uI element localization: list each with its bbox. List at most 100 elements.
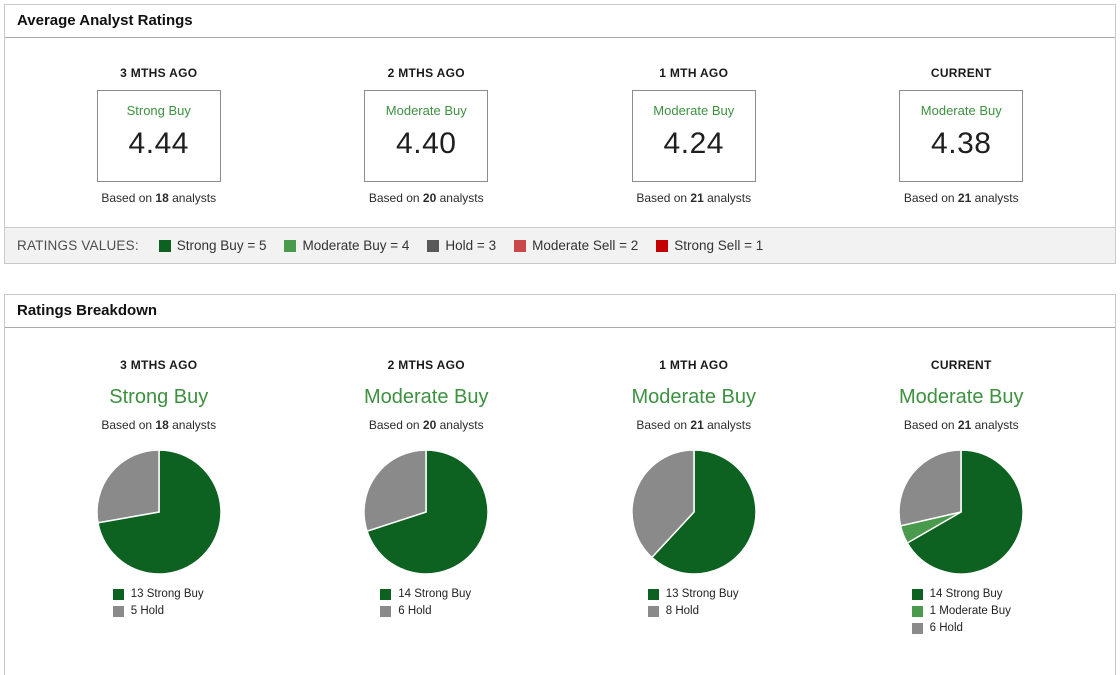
based-on-text: Based on 18 analysts (101, 191, 217, 205)
avg-column-current: CURRENT Moderate Buy 4.38 Based on 21 an… (828, 66, 1096, 205)
average-ratings-columns: 3 MTHS AGO Strong Buy 4.44 Based on 18 a… (5, 38, 1115, 227)
pie-slice-hold (96, 449, 160, 524)
ratings-breakdown-panel: Ratings Breakdown 3 MTHS AGO Strong Buy … (4, 294, 1116, 675)
period-label: CURRENT (930, 358, 992, 372)
analyst-count: 21 (957, 191, 972, 205)
pie-svg (363, 449, 489, 575)
pie-legend-row-moderate-buy: 1 Moderate Buy (911, 605, 1011, 617)
based-on-text: Based on 21 analysts (903, 191, 1019, 205)
score-box: Strong Buy 4.44 (96, 90, 221, 182)
period-label: 2 MTHS AGO (387, 66, 465, 80)
score-box: Moderate Buy 4.38 (899, 90, 1024, 182)
average-score: 4.44 (128, 127, 189, 160)
ratings-values-legend-bar: RATINGS VALUES: Strong Buy = 5 Moderate … (5, 227, 1115, 263)
panel-title-ratings-breakdown: Ratings Breakdown (5, 295, 1115, 328)
pie-svg (631, 449, 757, 575)
pie-legend-text: 14 Strong Buy (398, 588, 472, 600)
pie-legend-text: 13 Strong Buy (130, 588, 204, 600)
pie-slice-strong-buy (906, 449, 1025, 575)
pie-legend-text: 1 Moderate Buy (929, 605, 1011, 617)
pie-legend-row-hold: 5 Hold (112, 605, 205, 617)
breakdown-column-3mths: 3 MTHS AGO Strong Buy Based on 18 analys… (25, 358, 293, 639)
legend-item-strong-sell: Strong Sell = 1 (656, 238, 763, 253)
average-analyst-ratings-panel: Average Analyst Ratings 3 MTHS AGO Stron… (4, 4, 1116, 264)
rating-label: Moderate Buy (653, 103, 735, 118)
period-label: CURRENT (930, 66, 992, 80)
pie-legend-text: 6 Hold (929, 622, 963, 634)
rating-label: Moderate Buy (920, 103, 1002, 118)
strong-sell-color-swatch-icon (656, 239, 669, 252)
hold-color-swatch-icon (427, 239, 440, 252)
pie-legend-2mths: 14 Strong Buy 6 Hold (380, 588, 472, 622)
pie-legend-text: 8 Hold (665, 605, 699, 617)
pie-slice-strong-buy (366, 449, 489, 575)
rating-label: Moderate Buy (363, 386, 489, 408)
based-on-text: Based on 21 analysts (636, 191, 752, 205)
pie-legend-1mth: 13 Strong Buy 8 Hold (647, 588, 740, 622)
period-label: 1 MTH AGO (659, 66, 729, 80)
score-box: Moderate Buy 4.40 (364, 90, 489, 182)
average-score: 4.38 (931, 127, 992, 160)
strong-buy-color-swatch-icon (158, 239, 171, 252)
breakdown-column-current: CURRENT Moderate Buy Based on 21 analyst… (828, 358, 1096, 639)
rating-label: Moderate Buy (898, 386, 1024, 408)
analyst-count: 18 (155, 191, 169, 205)
pie-svg (898, 449, 1025, 575)
pie-legend-row-hold: 6 Hold (911, 622, 1011, 634)
moderate-buy-color-swatch-icon (911, 605, 923, 617)
analyst-count: 21 (957, 418, 972, 432)
legend-item-strong-buy: Strong Buy = 5 (158, 238, 266, 253)
period-label: 3 MTHS AGO (120, 358, 198, 372)
pie-legend-row-strong-buy: 14 Strong Buy (911, 588, 1011, 600)
avg-column-2mths: 2 MTHS AGO Moderate Buy 4.40 Based on 20… (293, 66, 561, 205)
hold-color-swatch-icon (380, 605, 392, 617)
pie-legend-row-strong-buy: 13 Strong Buy (112, 588, 205, 600)
strong-buy-color-swatch-icon (647, 588, 659, 600)
analyst-count: 18 (155, 418, 169, 432)
pie-legend-row-strong-buy: 13 Strong Buy (647, 588, 740, 600)
analyst-count: 20 (422, 191, 437, 205)
period-label: 3 MTHS AGO (120, 66, 198, 80)
pie-legend-text: 14 Strong Buy (929, 588, 1003, 600)
pie-legend-row-hold: 6 Hold (380, 605, 472, 617)
pie-slice-hold (631, 449, 695, 559)
pie-legend-row-hold: 8 Hold (647, 605, 740, 617)
moderate-sell-color-swatch-icon (514, 239, 527, 252)
moderate-buy-color-swatch-icon (284, 239, 297, 252)
period-label: 1 MTH AGO (659, 358, 729, 372)
pie-chart-3mths (94, 447, 224, 577)
hold-color-swatch-icon (112, 605, 124, 617)
average-score: 4.24 (663, 127, 724, 160)
ratings-values-label: RATINGS VALUES: (17, 238, 139, 253)
based-on-text: Based on 20 analysts (368, 418, 484, 432)
score-box: Moderate Buy 4.24 (631, 90, 756, 182)
pie-legend-text: 6 Hold (398, 605, 432, 617)
rating-label: Moderate Buy (631, 386, 756, 408)
hold-color-swatch-icon (911, 622, 923, 634)
pie-slice-strong-buy (650, 449, 757, 575)
avg-column-1mth: 1 MTH AGO Moderate Buy 4.24 Based on 21 … (560, 66, 828, 205)
rating-label: Strong Buy (109, 386, 209, 408)
analyst-count: 20 (422, 418, 437, 432)
pie-chart-2mths (361, 447, 491, 577)
based-on-text: Based on 21 analysts (903, 418, 1019, 432)
hold-color-swatch-icon (647, 605, 659, 617)
legend-item-hold: Hold = 3 (427, 238, 496, 253)
based-on-text: Based on 18 analysts (101, 418, 217, 432)
pie-legend-3mths: 13 Strong Buy 5 Hold (112, 588, 205, 622)
avg-column-3mths: 3 MTHS AGO Strong Buy 4.44 Based on 18 a… (25, 66, 293, 205)
ratings-breakdown-columns: 3 MTHS AGO Strong Buy Based on 18 analys… (5, 328, 1115, 665)
strong-buy-color-swatch-icon (380, 588, 392, 600)
breakdown-column-2mths: 2 MTHS AGO Moderate Buy Based on 20 anal… (293, 358, 561, 639)
breakdown-column-1mth: 1 MTH AGO Moderate Buy Based on 21 analy… (560, 358, 828, 639)
pie-legend-text: 13 Strong Buy (665, 588, 739, 600)
panel-title-average-ratings: Average Analyst Ratings (5, 5, 1115, 38)
strong-buy-color-swatch-icon (112, 588, 124, 600)
pie-legend-text: 5 Hold (130, 605, 164, 617)
pie-slice-hold (363, 449, 427, 533)
analyst-count: 21 (690, 191, 704, 205)
rating-label: Moderate Buy (385, 103, 467, 118)
pie-slice-hold (898, 449, 962, 527)
analyst-count: 21 (690, 418, 704, 432)
